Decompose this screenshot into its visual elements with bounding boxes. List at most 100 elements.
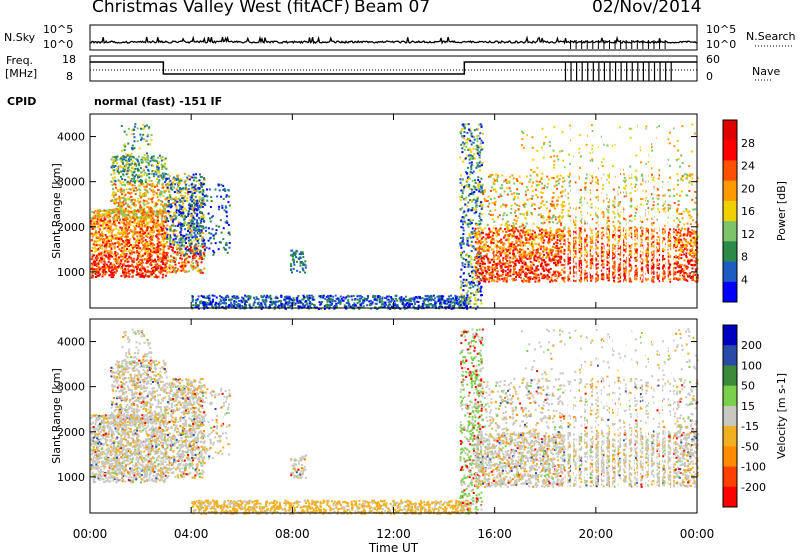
- radar-echo-cell: [192, 216, 195, 219]
- radar-echo-cell: [128, 153, 131, 156]
- radar-echo-cell: [122, 162, 124, 165]
- radar-echo-cell: [463, 198, 466, 201]
- radar-echo-cell: [121, 243, 123, 246]
- radar-echo-cell: [545, 267, 548, 270]
- radar-echo-cell: [309, 305, 312, 307]
- radar-echo-cell: [460, 285, 463, 288]
- radar-echo-cell: [127, 223, 130, 226]
- radar-echo-cell: [142, 195, 145, 198]
- radar-echo-cell: [174, 251, 176, 254]
- radar-echo-cell: [474, 227, 477, 230]
- radar-echo-cell: [476, 288, 479, 291]
- radar-echo-cell: [189, 203, 192, 206]
- radar-echo-cell: [133, 181, 136, 184]
- radar-echo-cell: [225, 195, 228, 198]
- radar-echo-cell: [131, 162, 134, 165]
- radar-echo-cell: [104, 261, 107, 264]
- radar-echo-cell: [111, 164, 114, 167]
- radar-echo-cell: [470, 143, 473, 146]
- radar-echo-cell: [477, 298, 480, 301]
- radar-echo-cell: [215, 305, 218, 308]
- radar-echo-cell: [155, 203, 157, 206]
- radar-echo-cell: [129, 244, 132, 246]
- radar-echo-cell: [182, 264, 185, 267]
- radar-echo-cell: [469, 218, 472, 221]
- radar-echo-cell: [416, 297, 419, 300]
- radar-echo-cell: [194, 195, 197, 198]
- radar-echo-cell: [193, 257, 196, 260]
- radar-echo-cell: [539, 236, 542, 239]
- radar-echo-cell: [353, 302, 356, 305]
- radar-echo-cell: [190, 196, 193, 199]
- radar-echo-cell: [183, 245, 186, 248]
- radar-echo-cell: [471, 209, 473, 212]
- radar-echo-cell: [422, 300, 425, 303]
- radar-echo-cell: [160, 159, 163, 162]
- radar-echo-cell: [173, 229, 176, 232]
- radar-echo-cell: [182, 240, 185, 243]
- radar-echo-cell: [119, 201, 122, 204]
- radar-echo-cell: [379, 295, 382, 298]
- radar-echo-cell: [474, 208, 477, 211]
- radar-echo-cell: [106, 215, 109, 218]
- radar-echo-cell: [193, 176, 196, 179]
- radar-echo-cell: [143, 173, 146, 176]
- radar-echo-cell: [199, 252, 202, 255]
- beam-title: Beam 07: [354, 0, 431, 17]
- radar-echo-cell: [205, 304, 208, 307]
- radar-echo-cell: [190, 246, 192, 249]
- radar-echo-cell: [467, 261, 470, 264]
- radar-echo-cell: [172, 232, 175, 235]
- radar-echo-cell: [505, 265, 508, 268]
- radar-echo-cell: [479, 226, 482, 229]
- radar-echo-cell: [124, 193, 127, 196]
- radar-echo-cell: [644, 264, 647, 267]
- radar-echo-cell: [156, 166, 159, 168]
- radar-echo-cell: [474, 266, 477, 269]
- radar-echo-cell: [143, 245, 146, 248]
- radar-echo-cell: [123, 130, 126, 133]
- radar-echo-cell: [488, 228, 491, 231]
- radar-echo-cell: [180, 241, 183, 244]
- radar-echo-cell: [465, 258, 468, 261]
- radar-echo-cell: [96, 274, 99, 277]
- radar-echo-cell: [324, 297, 327, 300]
- nsearch-tick-bottom: 10^0: [706, 38, 737, 51]
- radar-echo-cell: [91, 272, 94, 274]
- radar-echo-cell: [166, 182, 169, 185]
- radar-echo-cell: [200, 269, 203, 272]
- radar-echo-cell: [190, 203, 193, 206]
- radar-echo-cell: [459, 199, 462, 201]
- radar-echo-cell: [465, 171, 467, 174]
- radar-echo-cell: [480, 124, 483, 127]
- radar-echo-cell: [150, 179, 153, 182]
- radar-echo-cell: [207, 227, 210, 230]
- radar-echo-cell: [466, 239, 469, 242]
- radar-echo-cell: [127, 213, 130, 216]
- radar-echo-cell: [114, 159, 117, 162]
- radar-echo-cell: [113, 158, 116, 161]
- radar-echo-cell: [128, 249, 131, 252]
- radar-echo-cell: [127, 270, 130, 273]
- radar-echo-cell: [471, 227, 474, 230]
- radar-echo-cell: [152, 191, 155, 193]
- radar-echo-cell: [136, 235, 139, 238]
- radar-echo-cell: [478, 190, 481, 193]
- radar-echo-cell: [115, 192, 117, 195]
- radar-echo-cell: [114, 183, 117, 186]
- radar-echo-cell: [146, 152, 148, 155]
- radar-echo-cell: [201, 227, 204, 230]
- radar-echo-cell: [98, 253, 101, 256]
- radar-echo-cell: [296, 298, 299, 301]
- radar-echo-cell: [202, 305, 205, 307]
- radar-echo-cell: [158, 170, 161, 173]
- radar-echo-cell: [190, 212, 193, 215]
- radar-echo-cell: [419, 305, 422, 308]
- radar-echo-cell: [140, 159, 143, 162]
- radar-echo-cell: [262, 296, 265, 299]
- radar-echo-cell: [225, 206, 228, 209]
- radar-echo-cell: [104, 234, 107, 237]
- radar-echo-cell: [116, 270, 118, 273]
- radar-echo-cell: [327, 297, 330, 300]
- radar-echo-cell: [522, 269, 525, 272]
